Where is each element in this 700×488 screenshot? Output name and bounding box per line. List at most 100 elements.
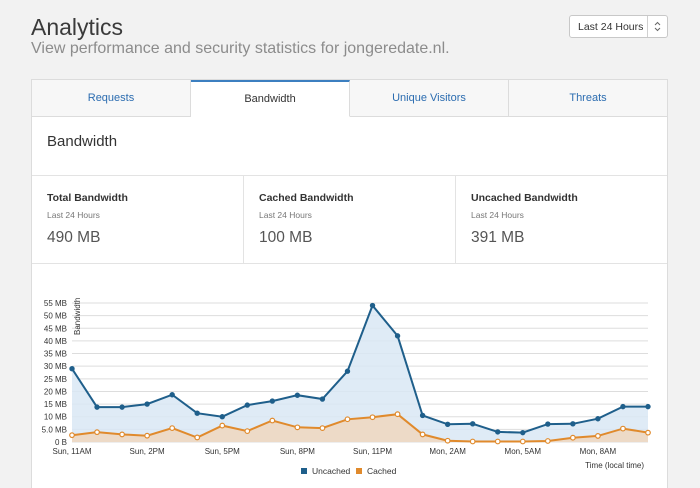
data-point-cached: [519, 438, 526, 445]
x-tick-label: Sun, 11PM: [353, 447, 392, 456]
x-tick-label: Sun, 2PM: [130, 447, 165, 456]
data-point-uncached: [545, 421, 551, 427]
y-tick-label: 35 MB: [44, 350, 67, 359]
data-point-uncached: [369, 302, 376, 309]
stat-title: Total Bandwidth: [47, 192, 128, 204]
data-point-cached: [294, 424, 301, 431]
data-point-uncached: [469, 421, 476, 427]
series-line-cached: [71, 413, 649, 443]
data-point-uncached: [244, 402, 251, 408]
stat-period: Last 24 Hours: [259, 210, 312, 220]
legend-label: Uncached: [312, 466, 351, 476]
stat-uncached-bandwidth: Uncached Bandwidth Last 24 Hours 391 MB: [456, 176, 667, 263]
tab-bar: Requests Bandwidth Unique Visitors Threa…: [32, 80, 667, 117]
time-range-value: Last 24 Hours: [578, 20, 644, 33]
data-point-cached: [169, 425, 176, 432]
data-point-uncached: [69, 366, 75, 372]
data-point-cached: [444, 437, 451, 444]
stat-period: Last 24 Hours: [471, 210, 524, 220]
data-point-cached: [595, 433, 601, 439]
data-point-cached: [244, 428, 251, 435]
data-point-uncached: [645, 403, 651, 410]
data-point-uncached: [319, 396, 326, 402]
data-point-cached: [269, 417, 276, 424]
stat-title: Uncached Bandwidth: [471, 192, 578, 204]
data-point-cached: [419, 431, 426, 438]
y-tick-label: 55 MB: [44, 299, 67, 308]
tab-bandwidth[interactable]: Bandwidth: [191, 80, 350, 117]
data-point-uncached: [344, 368, 351, 374]
x-tick-label: Sun, 8PM: [280, 447, 315, 456]
data-point-cached: [94, 429, 100, 436]
y-tick-label: 20 MB: [44, 387, 67, 396]
data-point-uncached: [144, 401, 150, 407]
tab-unique-visitors[interactable]: Unique Visitors: [350, 80, 509, 116]
chart-lines: [71, 303, 649, 443]
data-point-cached: [119, 431, 125, 438]
data-point-cached: [219, 422, 226, 429]
chart-legend: Uncached Cached: [301, 466, 397, 476]
y-tick-label: 30 MB: [44, 362, 67, 371]
page-title: Analytics: [31, 14, 124, 40]
data-point-uncached: [419, 412, 426, 419]
y-axis-label: Bandwidth: [73, 298, 82, 335]
series-area-cached: [72, 414, 648, 442]
data-point-uncached: [169, 392, 175, 398]
chart-points: [69, 302, 651, 445]
data-point-uncached: [620, 403, 626, 410]
data-point-uncached: [520, 429, 526, 436]
data-point-cached: [319, 425, 326, 432]
page-subtitle: View performance and security statistics…: [31, 40, 450, 57]
bandwidth-chart: 0 B 5.0 MB 10 MB 15 MB 20 MB 25 MB 30 MB 35 MB 4…: [42, 298, 651, 476]
series-line-uncached: [71, 303, 648, 434]
data-point-uncached: [194, 410, 200, 416]
data-point-cached: [569, 434, 576, 441]
data-point-uncached: [119, 404, 125, 410]
data-point-uncached: [294, 392, 301, 398]
y-tick-label: 0 B: [55, 438, 67, 447]
data-point-uncached: [394, 333, 401, 339]
data-point-cached: [469, 438, 476, 445]
y-axis-ticks: 0 B 5.0 MB 10 MB 15 MB 20 MB 25 MB 30 MB 35 MB 4…: [42, 299, 67, 447]
y-tick-label: 25 MB: [44, 375, 67, 384]
y-tick-label: 15 MB: [44, 400, 67, 409]
section-title: Bandwidth: [32, 117, 667, 176]
stats-row: Total Bandwidth Last 24 Hours 490 MB Cac…: [32, 176, 667, 264]
stat-period: Last 24 Hours: [47, 210, 100, 220]
time-range-select[interactable]: Last 24 Hours: [569, 15, 668, 38]
y-tick-label: 40 MB: [44, 337, 67, 346]
y-tick-label: 50 MB: [44, 312, 67, 321]
stat-value: 391 MB: [471, 229, 525, 246]
y-tick-label: 5.0 MB: [42, 425, 67, 434]
data-point-cached: [194, 434, 201, 441]
series-area-uncached: [72, 305, 648, 442]
legend-label: Cached: [367, 466, 397, 476]
y-tick-label: 10 MB: [44, 413, 67, 422]
data-point-cached: [144, 432, 151, 439]
x-axis-label: Time (local time): [585, 461, 644, 470]
data-point-uncached: [219, 414, 225, 420]
data-point-uncached: [595, 416, 601, 422]
data-point-uncached: [269, 398, 276, 404]
data-point-cached: [369, 414, 376, 421]
x-axis-ticks: Sun, 11AM Sun, 2PM Sun, 5PM Sun, 8PM Sun, 11…: [53, 447, 617, 456]
bandwidth-chart-area: 0 B 5.0 MB 10 MB 15 MB 20 MB 25 MB 30 MB 35 MB 4…: [31, 265, 668, 488]
x-tick-label: Sun, 5PM: [205, 447, 240, 456]
tab-threats[interactable]: Threats: [509, 80, 667, 116]
tab-requests[interactable]: Requests: [32, 80, 191, 116]
data-point-uncached: [495, 429, 501, 435]
chart-areas: [72, 305, 648, 442]
x-tick-label: Sun, 11AM: [53, 447, 92, 456]
stat-cached-bandwidth: Cached Bandwidth Last 24 Hours 100 MB: [244, 176, 456, 263]
data-point-uncached: [94, 404, 100, 410]
data-point-cached: [645, 429, 651, 436]
y-tick-label: 45 MB: [44, 324, 67, 333]
legend-swatch: [301, 468, 307, 474]
data-point-cached: [394, 411, 401, 418]
data-point-uncached: [444, 421, 451, 428]
data-point-cached: [620, 425, 626, 432]
stat-value: 490 MB: [47, 229, 101, 246]
data-point-cached: [494, 438, 501, 445]
data-point-uncached: [570, 421, 576, 427]
x-tick-label: Mon, 8AM: [580, 447, 617, 456]
